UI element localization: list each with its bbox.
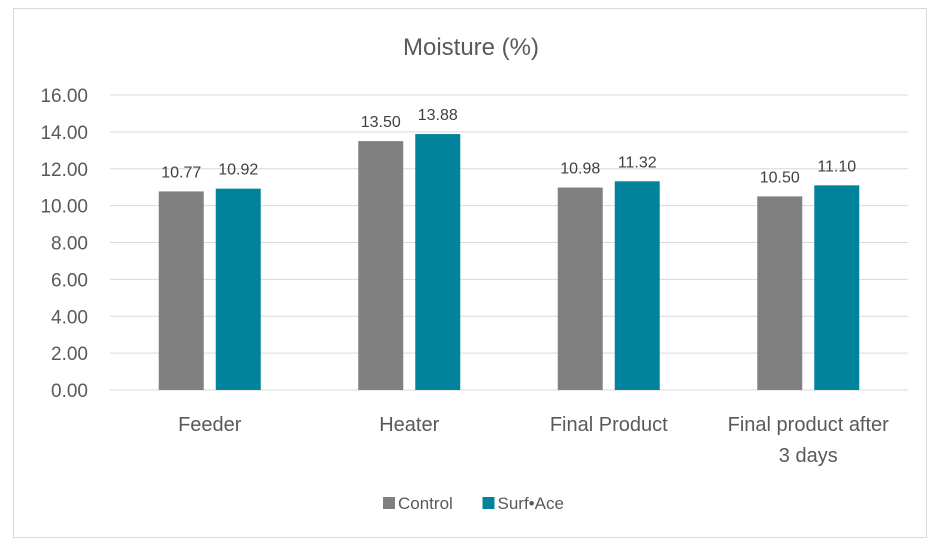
y-tick-label: 6.00 xyxy=(51,270,88,291)
x-category-label: Final Product xyxy=(550,414,668,436)
data-label: 10.92 xyxy=(218,162,258,179)
data-label: 10.77 xyxy=(161,164,201,181)
bar-control xyxy=(158,191,204,390)
bar-control xyxy=(557,187,603,390)
legend-label: Surf•Ace xyxy=(498,494,564,513)
bar-surfiace xyxy=(814,185,860,390)
bar-control xyxy=(358,141,404,390)
legend-swatch xyxy=(482,497,495,509)
bar-surfiace xyxy=(215,188,261,390)
data-label: 10.50 xyxy=(760,169,800,186)
bar-surfiace xyxy=(614,181,660,390)
data-label: 11.10 xyxy=(817,158,856,175)
data-label: 13.88 xyxy=(418,107,458,124)
y-tick-label: 8.00 xyxy=(51,234,88,255)
legend-swatch xyxy=(383,497,395,509)
x-category-label: Heater xyxy=(379,414,439,436)
y-tick-label: 0.00 xyxy=(51,381,88,402)
y-tick-label: 2.00 xyxy=(51,344,88,365)
x-category-label: Feeder xyxy=(178,414,242,436)
y-tick-label: 4.00 xyxy=(51,307,88,328)
data-label: 13.50 xyxy=(361,114,401,131)
data-label: 10.98 xyxy=(560,161,600,178)
chart-title: Moisture (%) xyxy=(403,34,539,61)
y-tick-label: 14.00 xyxy=(40,123,88,144)
bar-control xyxy=(757,196,803,390)
bar-surfiace xyxy=(415,134,461,390)
y-tick-label: 16.00 xyxy=(40,86,88,107)
y-tick-label: 10.00 xyxy=(40,197,88,218)
data-label: 11.32 xyxy=(618,154,657,171)
legend-label: Control xyxy=(398,494,453,513)
y-tick-label: 12.00 xyxy=(40,160,88,181)
x-category-label: Final product after 3 days xyxy=(728,414,890,467)
